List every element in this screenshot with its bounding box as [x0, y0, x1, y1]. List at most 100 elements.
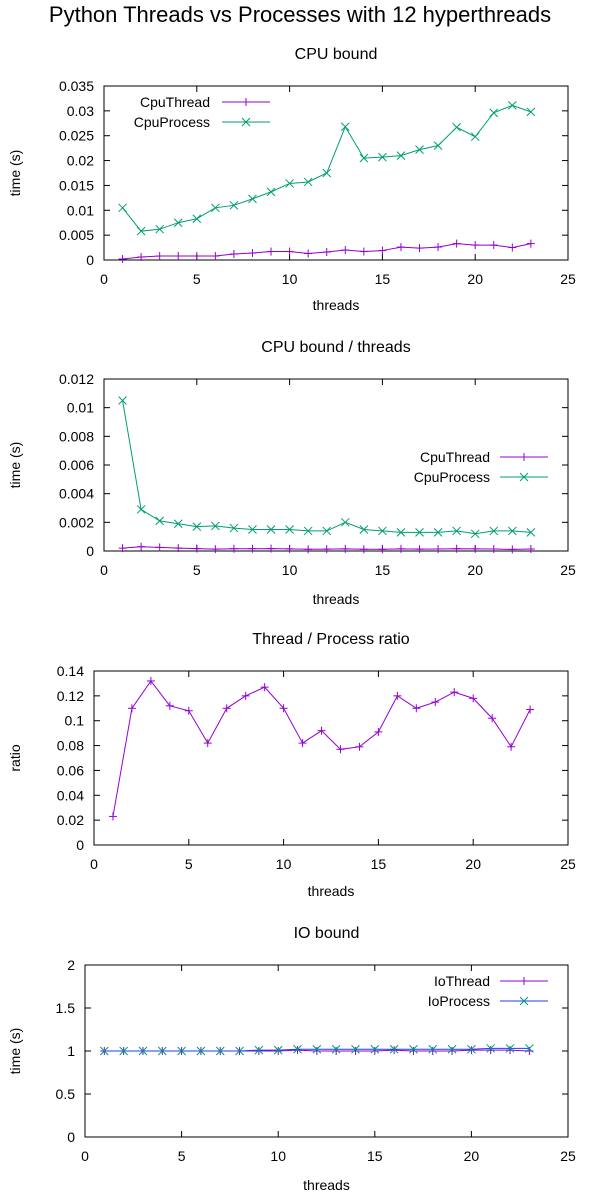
data-point	[155, 252, 164, 261]
data-point	[507, 101, 517, 110]
data-point	[452, 526, 461, 536]
y-tick-label: 0.012	[59, 371, 94, 387]
data-point	[489, 108, 499, 118]
x-tick-label: 10	[282, 562, 298, 578]
data-point	[127, 704, 136, 713]
y-tick-label: 0.03	[67, 103, 94, 119]
x-tick-label: 20	[464, 1148, 480, 1164]
data-point	[285, 247, 294, 256]
data-point	[192, 214, 202, 224]
data-point	[331, 1044, 341, 1054]
data-point	[136, 226, 146, 236]
data-point	[157, 1046, 167, 1056]
y-tick-label: 0	[67, 1129, 75, 1145]
legend-marker	[520, 977, 528, 985]
x-tick-label: 20	[465, 856, 481, 872]
data-point	[526, 705, 535, 714]
data-point	[470, 132, 480, 142]
data-point	[235, 1046, 244, 1056]
data-point	[137, 253, 146, 262]
data-point	[448, 1047, 457, 1055]
y-tick-label: 0.006	[59, 457, 94, 473]
data-point	[488, 714, 497, 723]
x-tick-label: 15	[371, 856, 387, 872]
data-point	[433, 528, 443, 537]
y-tick-label: 0.06	[57, 762, 84, 778]
data-point	[254, 1045, 264, 1055]
y-tick-label: 0.5	[56, 1086, 76, 1102]
data-point	[312, 1047, 321, 1055]
data-point	[267, 544, 276, 553]
x-tick-label: 5	[178, 1148, 186, 1164]
x-tick-label: 20	[467, 271, 483, 287]
data-point	[155, 543, 164, 552]
data-point	[248, 249, 257, 258]
x-tick-label: 15	[375, 271, 391, 287]
x-axis-label: threads	[313, 297, 360, 313]
data-point	[317, 726, 326, 735]
data-point	[378, 152, 387, 162]
data-point	[173, 519, 183, 529]
data-point	[322, 168, 332, 178]
data-point	[489, 526, 499, 536]
data-point	[469, 694, 478, 703]
series-cpuprocess	[118, 101, 536, 236]
chart-title: CPU bound / threads	[261, 339, 410, 356]
data-point	[415, 545, 424, 554]
data-point	[370, 1047, 379, 1055]
y-axis-label: time (s)	[7, 1028, 23, 1075]
data-point	[340, 122, 350, 132]
chart-title: Thread / Process ratio	[252, 631, 410, 648]
data-point	[248, 544, 257, 553]
data-point	[507, 526, 517, 536]
y-tick-label: 0.02	[57, 812, 84, 828]
data-point	[304, 249, 313, 258]
x-tick-label: 5	[193, 271, 201, 287]
data-point	[351, 1044, 360, 1054]
y-tick-label: 0.04	[57, 787, 84, 803]
data-point	[322, 526, 332, 536]
y-tick-label: 0.02	[67, 153, 94, 169]
x-tick-label: 10	[282, 271, 298, 287]
legend-label: IoProcess	[428, 993, 490, 1009]
x-tick-label: 15	[367, 1148, 383, 1164]
data-point	[285, 179, 294, 188]
data-point	[505, 1044, 515, 1053]
data-point	[192, 522, 202, 531]
data-point	[396, 544, 405, 553]
y-tick-label: 2	[67, 957, 75, 973]
x-tick-label: 25	[560, 856, 576, 872]
data-point	[359, 545, 368, 554]
data-point	[285, 525, 294, 534]
data-point	[433, 141, 443, 151]
plot-frame	[103, 378, 569, 552]
data-point	[192, 252, 201, 261]
y-tick-label: 0.008	[59, 428, 94, 444]
x-axis-label: threads	[308, 883, 355, 899]
data-point	[211, 203, 220, 213]
data-point	[137, 542, 146, 551]
data-point	[174, 544, 183, 553]
x-tick-label: 10	[270, 1148, 286, 1164]
data-point	[467, 1046, 476, 1055]
data-point	[467, 1044, 476, 1054]
data-point	[303, 177, 313, 187]
data-point	[155, 516, 165, 526]
data-point	[450, 688, 459, 697]
y-tick-label: 0.01	[67, 400, 94, 416]
data-point	[211, 545, 220, 554]
data-point	[396, 243, 405, 252]
data-point	[452, 544, 461, 553]
data-point	[351, 1047, 360, 1055]
legend-marker	[519, 472, 529, 482]
data-point	[274, 1047, 283, 1055]
data-point	[415, 244, 424, 253]
data-point	[526, 239, 535, 248]
data-point	[396, 151, 406, 160]
data-point	[486, 1046, 495, 1055]
y-axis-label: ratio	[7, 744, 23, 771]
data-point	[293, 1044, 302, 1054]
chart-title: CPU bound	[295, 46, 378, 63]
